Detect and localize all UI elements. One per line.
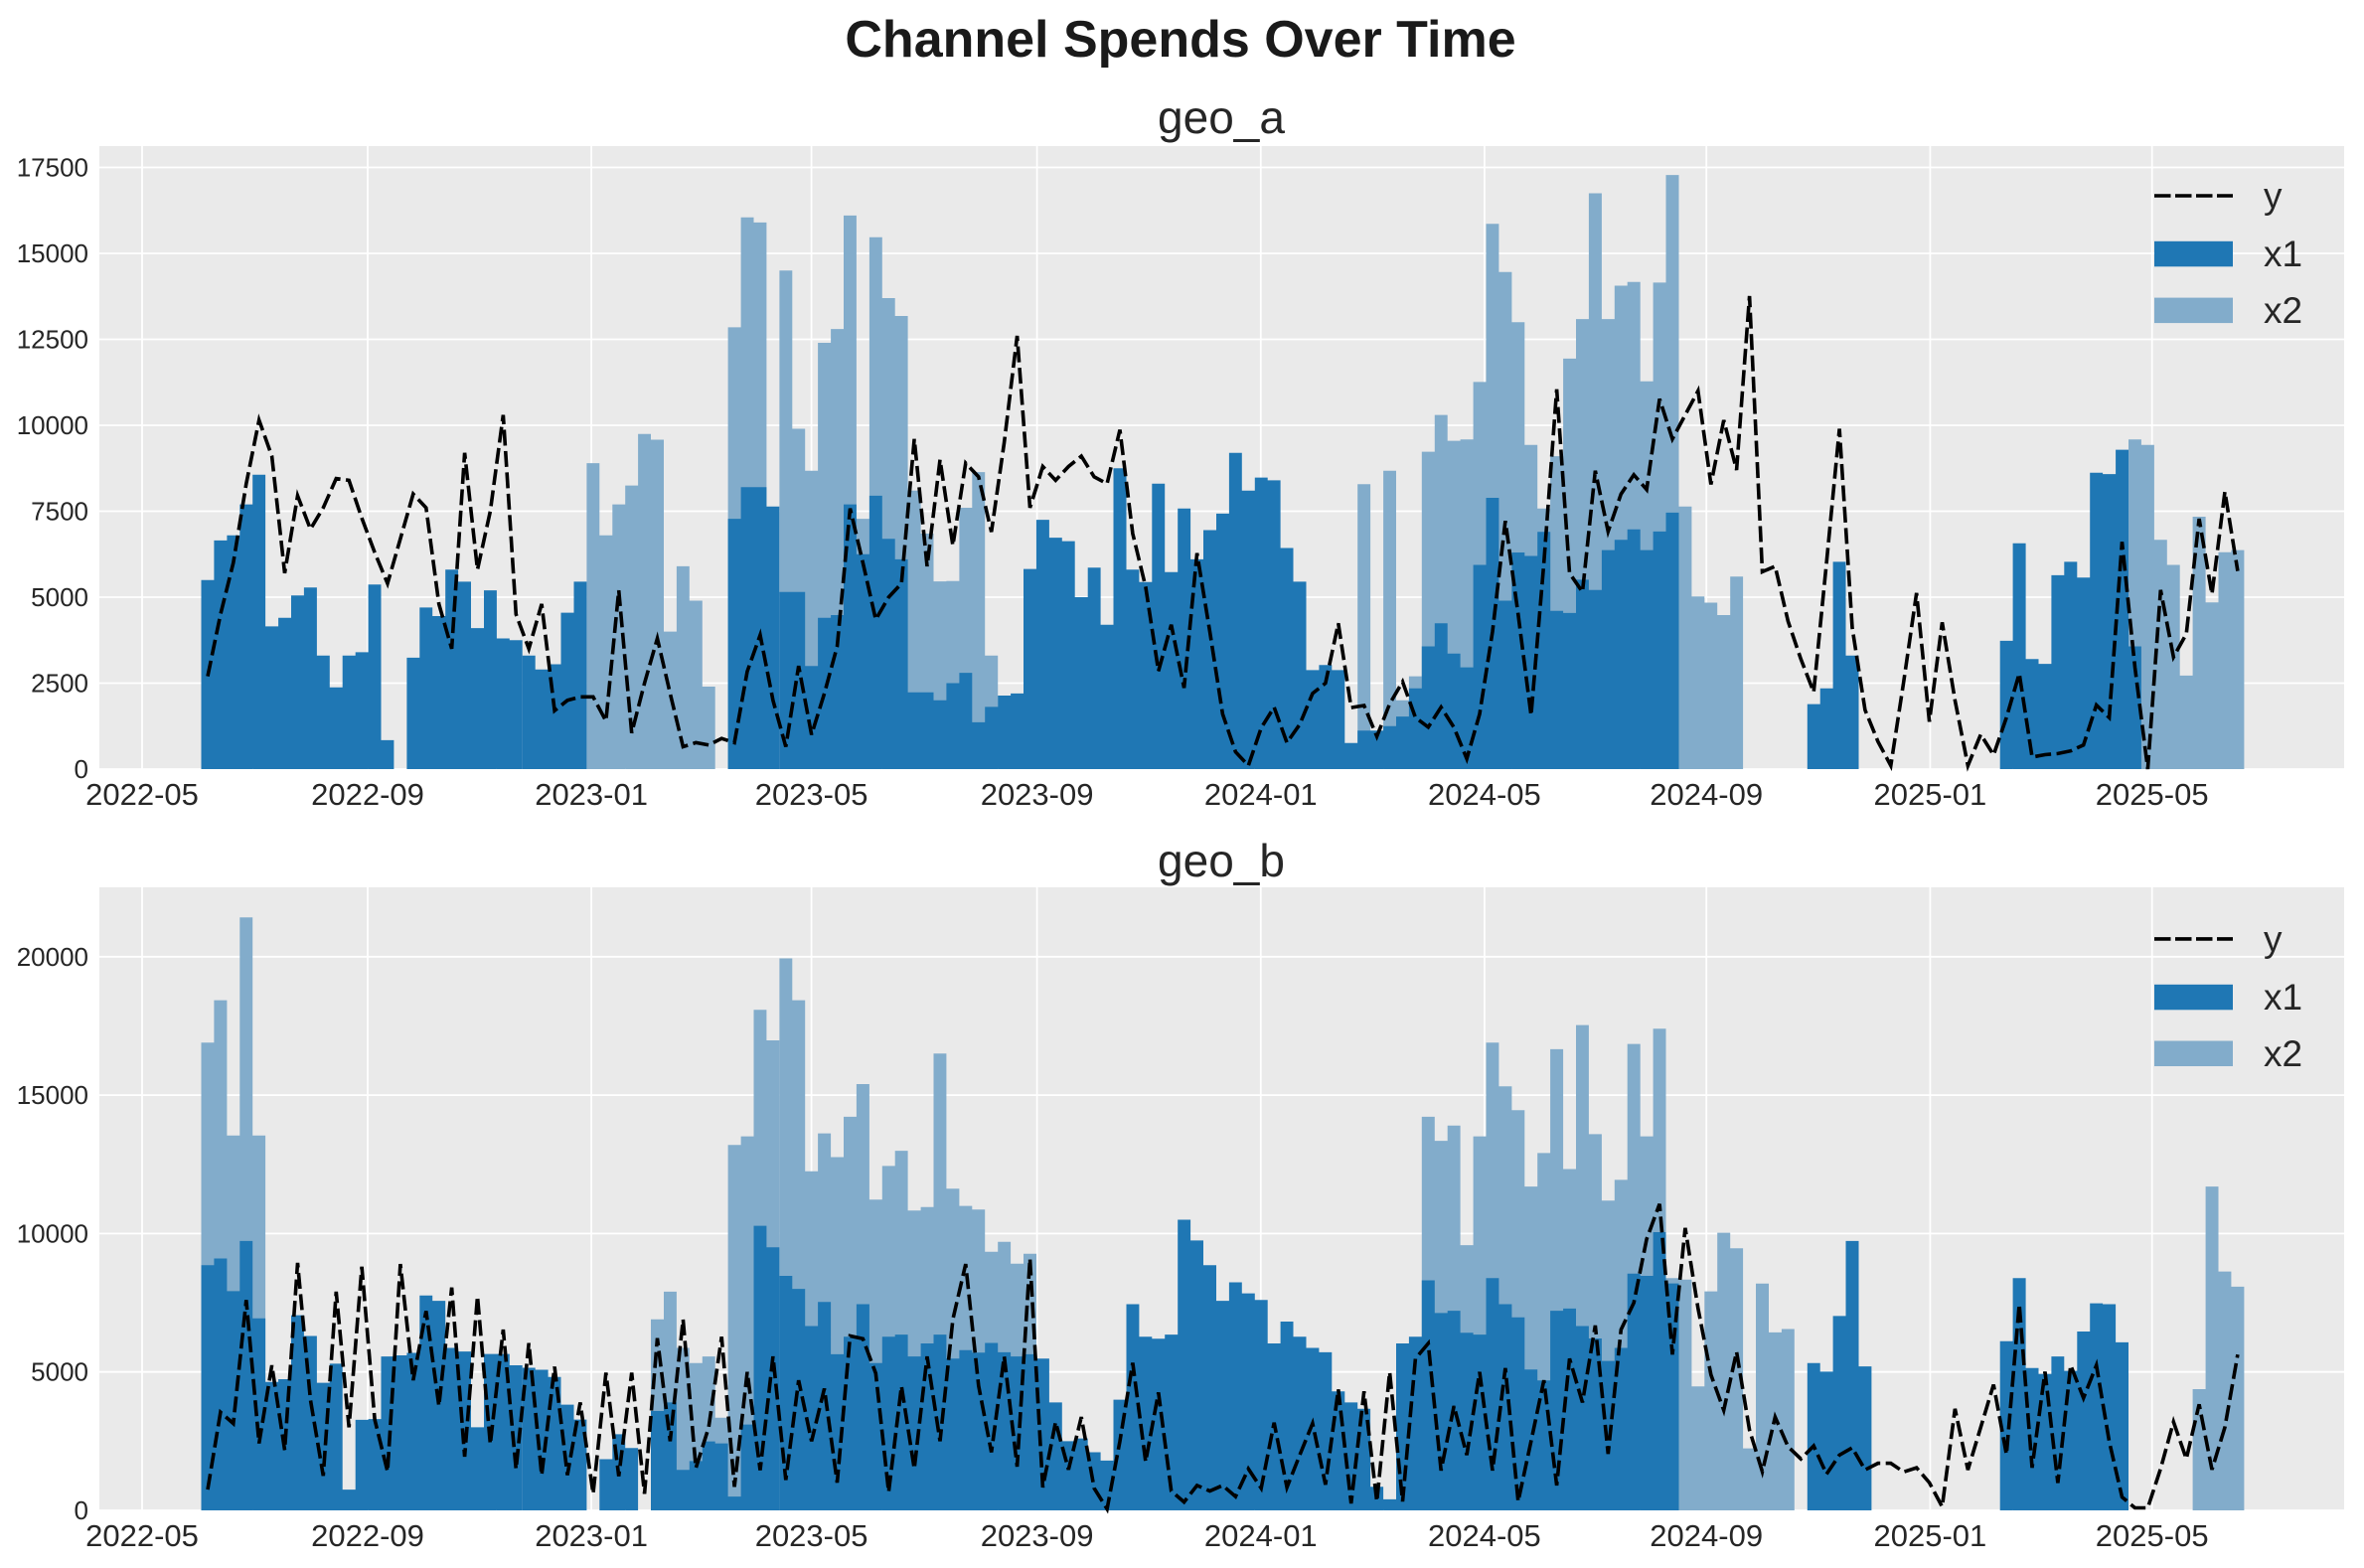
svg-text:2023-05: 2023-05 — [755, 777, 868, 812]
svg-text:y: y — [2264, 176, 2283, 217]
svg-text:Channel Spends Over Time: Channel Spends Over Time — [845, 11, 1515, 69]
svg-text:2023-05: 2023-05 — [755, 1518, 868, 1553]
svg-text:2023-01: 2023-01 — [535, 777, 648, 812]
svg-text:2024-05: 2024-05 — [1428, 777, 1541, 812]
svg-text:2024-09: 2024-09 — [1650, 777, 1763, 812]
svg-text:2024-09: 2024-09 — [1650, 1518, 1763, 1553]
svg-text:2023-01: 2023-01 — [535, 1518, 648, 1553]
svg-text:2022-09: 2022-09 — [311, 1518, 424, 1553]
svg-text:10000: 10000 — [17, 410, 88, 440]
svg-text:2022-05: 2022-05 — [85, 777, 199, 812]
svg-text:15000: 15000 — [17, 238, 88, 268]
svg-text:0: 0 — [75, 1495, 88, 1525]
svg-text:x2: x2 — [2264, 290, 2302, 331]
svg-text:2025-05: 2025-05 — [2096, 1518, 2209, 1553]
svg-text:10000: 10000 — [17, 1218, 88, 1248]
svg-text:2023-09: 2023-09 — [981, 777, 1094, 812]
svg-text:y: y — [2264, 918, 2283, 959]
svg-text:17500: 17500 — [17, 153, 88, 183]
svg-text:0: 0 — [75, 754, 88, 784]
svg-text:2025-01: 2025-01 — [1874, 1518, 1987, 1553]
svg-text:x2: x2 — [2264, 1033, 2302, 1074]
svg-text:2024-01: 2024-01 — [1204, 777, 1318, 812]
svg-text:2022-09: 2022-09 — [311, 777, 424, 812]
svg-text:2025-01: 2025-01 — [1874, 777, 1987, 812]
svg-text:2024-05: 2024-05 — [1428, 1518, 1541, 1553]
svg-text:15000: 15000 — [17, 1080, 88, 1110]
svg-text:geo_a: geo_a — [1158, 91, 1285, 143]
svg-text:2023-09: 2023-09 — [981, 1518, 1094, 1553]
svg-text:5000: 5000 — [31, 582, 88, 612]
svg-text:2500: 2500 — [31, 669, 88, 699]
svg-text:7500: 7500 — [31, 497, 88, 527]
svg-text:2022-05: 2022-05 — [85, 1518, 199, 1553]
svg-text:20000: 20000 — [17, 942, 88, 972]
svg-text:geo_b: geo_b — [1158, 835, 1285, 886]
svg-text:2025-05: 2025-05 — [2096, 777, 2209, 812]
svg-text:x1: x1 — [2264, 977, 2302, 1018]
svg-text:x1: x1 — [2264, 234, 2302, 274]
svg-text:12500: 12500 — [17, 325, 88, 355]
svg-text:2024-01: 2024-01 — [1204, 1518, 1318, 1553]
svg-text:5000: 5000 — [31, 1357, 88, 1387]
